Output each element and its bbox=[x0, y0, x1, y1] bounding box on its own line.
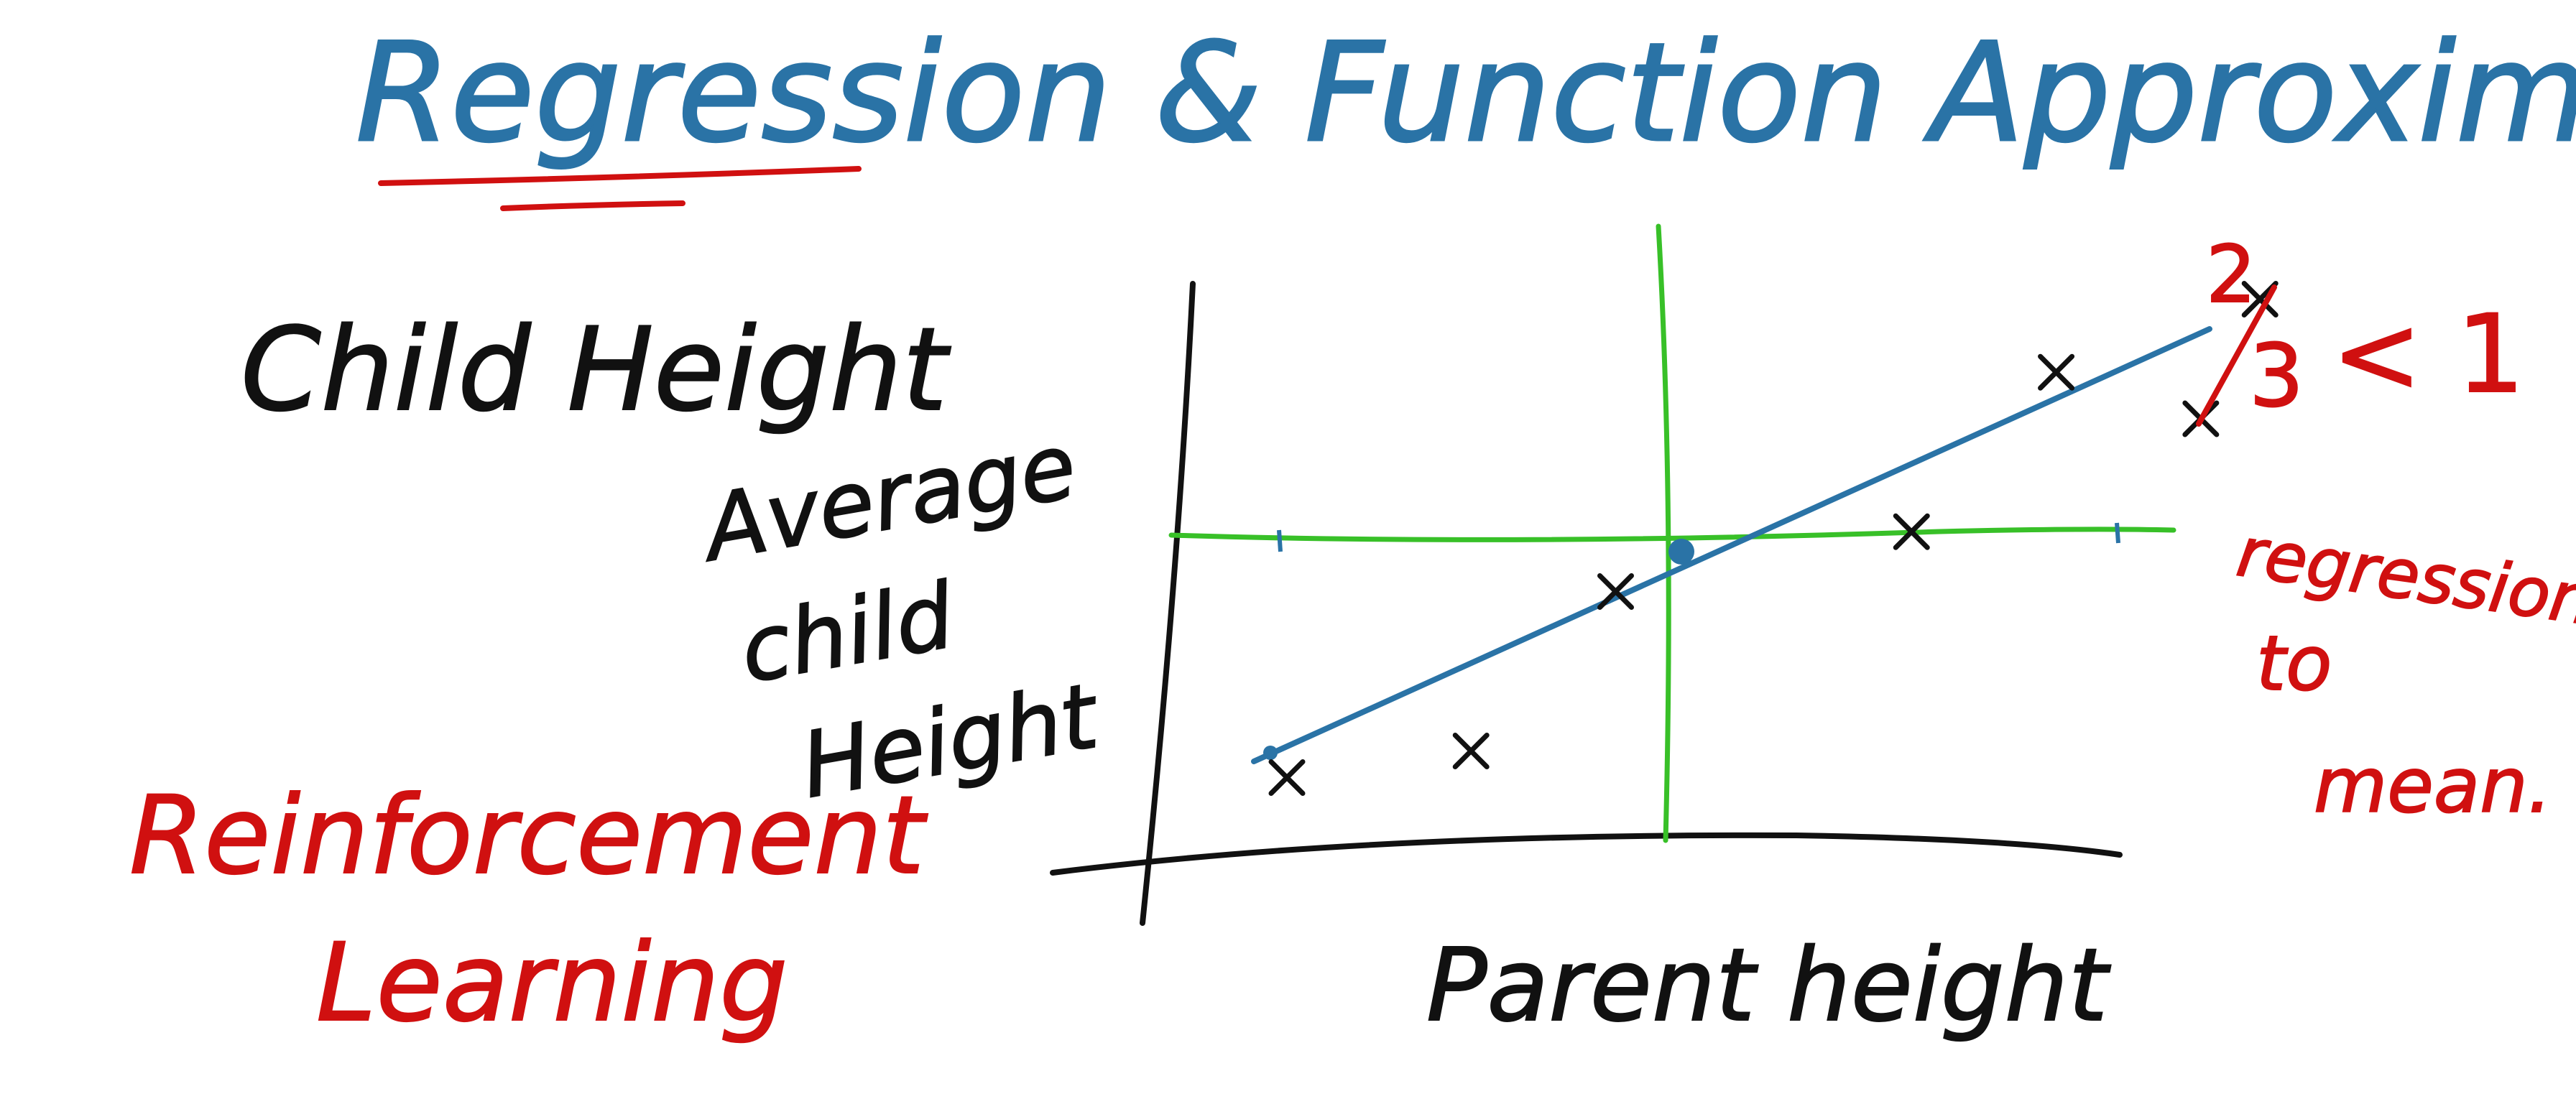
fit-line-start-dot bbox=[1263, 746, 1278, 760]
mean-parent-line bbox=[1656, 223, 1671, 843]
child-height-heading: Child Height bbox=[241, 302, 951, 437]
side-note-line2: to bbox=[2256, 620, 2332, 708]
page-title: Regression & Function Approximation bbox=[356, 14, 2576, 172]
regression-fit-line bbox=[1251, 326, 2212, 764]
data-point-marker bbox=[1893, 513, 1930, 550]
slope-numerator: 2 bbox=[2206, 228, 2256, 320]
reinforcement-label: Reinforcement bbox=[129, 774, 928, 899]
learning-label: Learning bbox=[316, 921, 788, 1046]
slope-fraction-bar bbox=[2196, 284, 2277, 427]
data-point-marker bbox=[2038, 353, 2075, 391]
slope-denominator: 3 bbox=[2249, 327, 2304, 427]
data-points bbox=[1268, 281, 2279, 796]
mean-point bbox=[1668, 539, 1694, 565]
data-point-marker bbox=[1597, 573, 1634, 610]
x-axis bbox=[1050, 832, 2123, 876]
mean-line-tick-left bbox=[1277, 529, 1283, 552]
data-point-marker bbox=[1452, 733, 1490, 769]
x-axis-label: Parent height bbox=[1426, 927, 2111, 1044]
mean-line-tick-right bbox=[2115, 522, 2120, 544]
side-note-line3: mean. bbox=[2314, 742, 2552, 830]
title-underline bbox=[378, 166, 862, 211]
y-axis-label-line1: Average bbox=[692, 414, 1084, 582]
slope-relation: < 1 bbox=[2332, 292, 2525, 417]
mean-child-line bbox=[1168, 527, 2176, 542]
data-point-marker bbox=[1268, 759, 1306, 796]
y-axis bbox=[1140, 281, 1196, 926]
y-axis-label-line2: child bbox=[733, 564, 961, 703]
